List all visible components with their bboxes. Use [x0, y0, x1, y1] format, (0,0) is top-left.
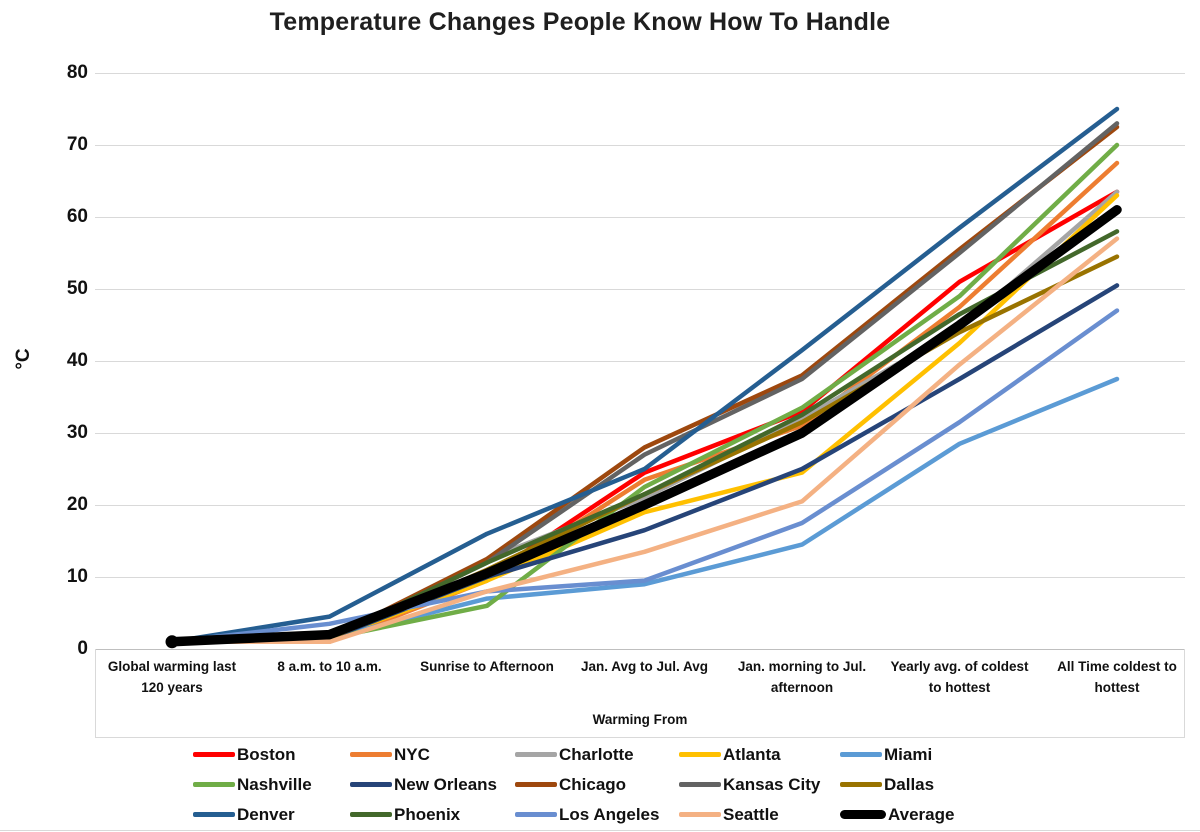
series-line-chicago [169, 124, 1120, 645]
legend-item-denver: Denver [193, 803, 350, 826]
series-line-kansas-city [169, 121, 1120, 645]
series-line-boston [169, 189, 1120, 645]
legend-label-los-angeles: Los Angeles [559, 804, 660, 824]
legend-item-kansas-city: Kansas City [679, 773, 840, 796]
legend-item-boston: Boston [193, 743, 350, 766]
x-category-label-6: All Time coldest to hottest [1057, 659, 1177, 695]
x-category-label-4: Jan. morning to Jul. afternoon [737, 659, 867, 695]
y-tick-label-10: 10 [66, 566, 88, 587]
legend-label-phoenix: Phoenix [394, 804, 461, 824]
x-category-label-5: Yearly avg. of coldest to hottest [890, 659, 1029, 695]
series-line-denver [169, 106, 1120, 645]
legend-item-charlotte: Charlotte [515, 743, 679, 766]
legend-swatch-boston [193, 752, 235, 757]
legend-item-nashville: Nashville [193, 773, 350, 796]
legend-item-chicago: Chicago [515, 773, 679, 796]
y-tick-label-70: 70 [66, 134, 88, 155]
legend-swatch-dallas [840, 782, 882, 787]
legend-swatch-miami [840, 752, 882, 757]
legend-swatch-seattle [679, 812, 721, 817]
legend-item-new-orleans: New Orleans [350, 773, 515, 796]
series-line-atlanta [169, 193, 1120, 645]
legend-swatch-average [840, 810, 886, 819]
y-axis-title: °C [13, 348, 34, 370]
legend-swatch-atlanta [679, 752, 721, 757]
x-category-label-1: 8 a.m. to 10 a.m. [277, 659, 382, 674]
legend: Boston NYC Charlotte Atlanta Miami Nashville N… [193, 743, 998, 826]
legend-label-chicago: Chicago [559, 774, 627, 794]
series-line-average [167, 205, 1122, 647]
legend-item-atlanta: Atlanta [679, 743, 840, 766]
legend-label-average: Average [888, 804, 955, 824]
series-line-new-orleans [169, 283, 1120, 645]
legend-swatch-charlotte [515, 752, 557, 757]
legend-swatch-kansas-city [679, 782, 721, 787]
legend-label-kansas-city: Kansas City [723, 774, 821, 794]
y-tick-label-60: 60 [66, 206, 88, 227]
y-tick-label-50: 50 [66, 278, 88, 299]
y-tick-label-30: 30 [66, 422, 88, 443]
x-axis-title: Warming From [592, 712, 688, 727]
legend-swatch-chicago [515, 782, 557, 787]
legend-label-denver: Denver [237, 804, 295, 824]
y-tick-label-80: 80 [66, 62, 88, 83]
legend-label-miami: Miami [884, 744, 933, 764]
legend-swatch-nyc [350, 752, 392, 757]
y-tick-label-40: 40 [66, 350, 88, 371]
legend-swatch-new-orleans [350, 782, 392, 787]
legend-label-charlotte: Charlotte [559, 744, 634, 764]
legend-item-seattle: Seattle [679, 803, 840, 826]
legend-swatch-nashville [193, 782, 235, 787]
y-tick-label-0: 0 [77, 638, 88, 659]
legend-label-nyc: NYC [394, 744, 430, 764]
legend-label-boston: Boston [237, 744, 296, 764]
y-tick-label-20: 20 [66, 494, 88, 515]
legend-label-dallas: Dallas [884, 774, 935, 794]
legend-item-phoenix: Phoenix [350, 803, 515, 826]
x-category-label-0: Global warming last 120 years [107, 659, 237, 695]
legend-swatch-los-angeles [515, 812, 557, 817]
chart-title: Temperature Changes People Know How To H… [269, 8, 891, 36]
legend-item-dallas: Dallas [840, 773, 998, 796]
series-line-nashville [169, 142, 1120, 645]
legend-item-miami: Miami [840, 743, 998, 766]
legend-item-average: Average [840, 803, 998, 826]
legend-swatch-phoenix [350, 812, 392, 817]
legend-swatch-denver [193, 812, 235, 817]
series-line-seattle [169, 236, 1120, 645]
x-category-label-3: Jan. Avg to Jul. Avg [580, 659, 709, 674]
legend-label-seattle: Seattle [723, 804, 779, 824]
series-line-charlotte [169, 189, 1120, 645]
legend-label-atlanta: Atlanta [723, 744, 781, 764]
series-line-los-angeles [169, 308, 1120, 645]
legend-item-los-angeles: Los Angeles [515, 803, 679, 826]
series-start-marker [165, 635, 179, 649]
x-category-label-2: Sunrise to Afternoon [420, 659, 554, 674]
legend-item-nyc: NYC [350, 743, 515, 766]
legend-label-nashville: Nashville [237, 774, 312, 794]
legend-label-new-orleans: New Orleans [394, 774, 497, 794]
